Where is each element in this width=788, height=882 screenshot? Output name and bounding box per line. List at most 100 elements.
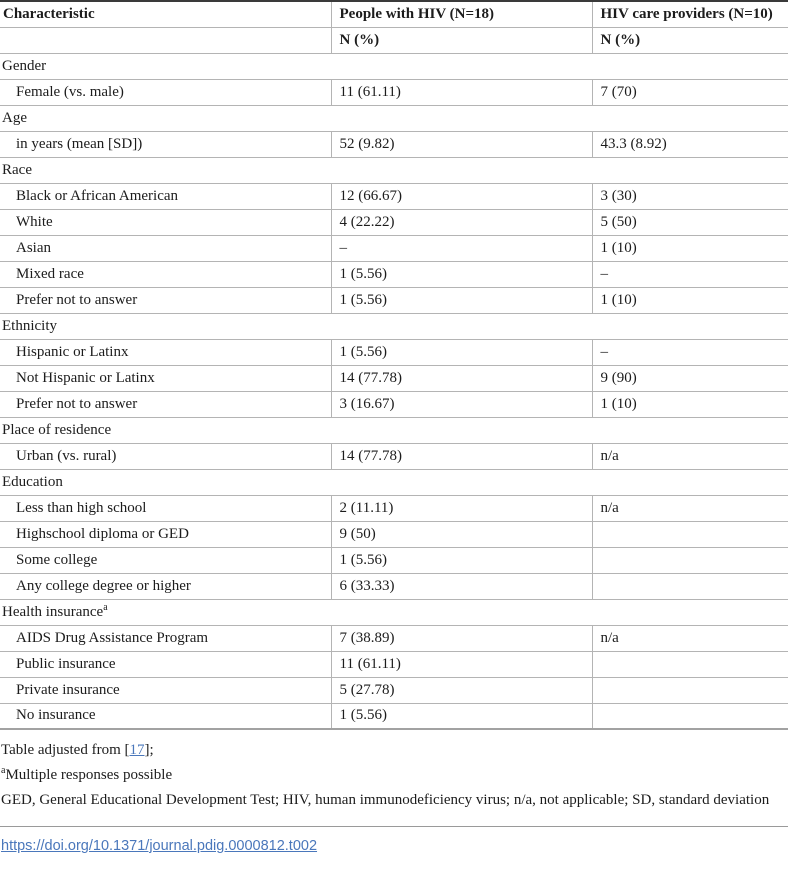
characteristic-cell: Some college <box>0 547 331 574</box>
demographics-table: Characteristic People with HIV (N=18) HI… <box>0 0 788 730</box>
pwh-value-cell: 1 (5.56) <box>330 339 592 366</box>
section-row-health-insurance: Health insurancea <box>0 599 788 626</box>
table-row: Prefer not to answer 1 (5.56) 1 (10) <box>0 287 788 314</box>
pwh-value-cell: 7 (38.89) <box>330 625 592 652</box>
pwh-value-cell: – <box>330 235 592 262</box>
table-subheader-row: N (%) N (%) <box>0 27 788 54</box>
characteristic-cell: Prefer not to answer <box>0 391 331 418</box>
table-row: Public insurance 11 (61.11) <box>0 651 788 678</box>
table-row: Prefer not to answer 3 (16.67) 1 (10) <box>0 391 788 418</box>
provider-value-cell: 43.3 (8.92) <box>591 131 788 158</box>
pwh-value-cell: 4 (22.22) <box>330 209 592 236</box>
provider-value-cell: 1 (10) <box>591 287 788 314</box>
pwh-value-cell: 52 (9.82) <box>330 131 592 158</box>
provider-value-cell <box>591 573 788 600</box>
section-row-ethnicity: Ethnicity <box>0 313 788 340</box>
characteristic-cell: No insurance <box>0 703 331 730</box>
subheader-n-pct-pwh: N (%) <box>330 27 592 54</box>
section-row-age: Age <box>0 105 788 132</box>
section-title: Race <box>0 157 788 184</box>
section-title: Health insurancea <box>0 599 788 626</box>
pwh-value-cell: 14 (77.78) <box>330 365 592 392</box>
table-footnotes: Table adjusted from [17]; aMultiple resp… <box>0 730 788 813</box>
footnote-text: Table adjusted from [ <box>1 742 130 758</box>
doi-divider <box>0 826 788 827</box>
section-title: Place of residence <box>0 417 788 444</box>
footnote-marker-a: a <box>103 601 108 613</box>
provider-value-cell: 3 (30) <box>591 183 788 210</box>
provider-value-cell <box>591 677 788 704</box>
provider-value-cell: – <box>591 339 788 366</box>
table-row: in years (mean [SD]) 52 (9.82) 43.3 (8.9… <box>0 131 788 158</box>
table-row: Asian – 1 (10) <box>0 235 788 262</box>
characteristic-cell: Highschool diploma or GED <box>0 521 331 548</box>
table-row: Urban (vs. rural) 14 (77.78) n/a <box>0 443 788 470</box>
characteristic-cell: Any college degree or higher <box>0 573 331 600</box>
characteristic-cell: Private insurance <box>0 677 331 704</box>
table-row: Not Hispanic or Latinx 14 (77.78) 9 (90) <box>0 365 788 392</box>
pwh-value-cell: 11 (61.11) <box>330 79 592 106</box>
characteristic-cell: Prefer not to answer <box>0 287 331 314</box>
pwh-value-cell: 12 (66.67) <box>330 183 592 210</box>
pwh-value-cell: 1 (5.56) <box>330 261 592 288</box>
characteristic-cell: Not Hispanic or Latinx <box>0 365 331 392</box>
reference-17-link[interactable]: 17 <box>129 742 145 758</box>
table-row: Private insurance 5 (27.78) <box>0 677 788 704</box>
section-row-race: Race <box>0 157 788 184</box>
provider-value-cell: 1 (10) <box>591 235 788 262</box>
provider-value-cell: 5 (50) <box>591 209 788 236</box>
footnote-text: Multiple responses possible <box>5 767 173 783</box>
section-title: Gender <box>0 53 788 80</box>
table-row: Black or African American 12 (66.67) 3 (… <box>0 183 788 210</box>
characteristic-cell: in years (mean [SD]) <box>0 131 331 158</box>
column-header-hiv-care-providers: HIV care providers (N=10) <box>591 1 788 28</box>
characteristic-cell: Public insurance <box>0 651 331 678</box>
pwh-value-cell: 1 (5.56) <box>330 287 592 314</box>
column-header-characteristic: Characteristic <box>0 1 331 28</box>
pwh-value-cell: 6 (33.33) <box>330 573 592 600</box>
characteristic-cell: White <box>0 209 331 236</box>
characteristic-cell: Hispanic or Latinx <box>0 339 331 366</box>
table-row: Some college 1 (5.56) <box>0 547 788 574</box>
table-row: Mixed race 1 (5.56) – <box>0 261 788 288</box>
footnote-multiple-responses: aMultiple responses possible <box>1 763 786 788</box>
characteristic-cell: Urban (vs. rural) <box>0 443 331 470</box>
table-header-row: Characteristic People with HIV (N=18) HI… <box>0 1 788 28</box>
section-row-education: Education <box>0 469 788 496</box>
table-row: Less than high school 2 (11.11) n/a <box>0 495 788 522</box>
provider-value-cell <box>591 547 788 574</box>
pwh-value-cell: 3 (16.67) <box>330 391 592 418</box>
characteristic-cell: Asian <box>0 235 331 262</box>
column-header-people-with-hiv: People with HIV (N=18) <box>330 1 592 28</box>
table-row: Highschool diploma or GED 9 (50) <box>0 521 788 548</box>
characteristic-cell: Less than high school <box>0 495 331 522</box>
provider-value-cell <box>591 651 788 678</box>
footnote-text: ]; <box>144 742 154 758</box>
section-row-gender: Gender <box>0 53 788 80</box>
pwh-value-cell: 14 (77.78) <box>330 443 592 470</box>
provider-value-cell: 7 (70) <box>591 79 788 106</box>
characteristic-cell: AIDS Drug Assistance Program <box>0 625 331 652</box>
provider-value-cell: 1 (10) <box>591 391 788 418</box>
table-row: Any college degree or higher 6 (33.33) <box>0 573 788 600</box>
pwh-value-cell: 5 (27.78) <box>330 677 592 704</box>
characteristic-cell: Mixed race <box>0 261 331 288</box>
table-row: AIDS Drug Assistance Program 7 (38.89) n… <box>0 625 788 652</box>
provider-value-cell: – <box>591 261 788 288</box>
section-title-text: Health insurance <box>2 603 104 620</box>
section-title: Age <box>0 105 788 132</box>
pwh-value-cell: 1 (5.56) <box>330 547 592 574</box>
provider-value-cell: n/a <box>591 443 788 470</box>
table-row: Female (vs. male) 11 (61.11) 7 (70) <box>0 79 788 106</box>
footnote-adjusted-from: Table adjusted from [17]; <box>1 738 786 763</box>
footnote-marker-a: a <box>1 765 6 776</box>
footnote-abbreviations: GED, General Educational Development Tes… <box>1 792 770 808</box>
provider-value-cell: n/a <box>591 495 788 522</box>
section-title: Ethnicity <box>0 313 788 340</box>
provider-value-cell: n/a <box>591 625 788 652</box>
table-row: Hispanic or Latinx 1 (5.56) – <box>0 339 788 366</box>
pwh-value-cell: 11 (61.11) <box>330 651 592 678</box>
characteristic-cell: Black or African American <box>0 183 331 210</box>
doi-link[interactable]: https://doi.org/10.1371/journal.pdig.000… <box>1 838 318 854</box>
pwh-value-cell: 9 (50) <box>330 521 592 548</box>
